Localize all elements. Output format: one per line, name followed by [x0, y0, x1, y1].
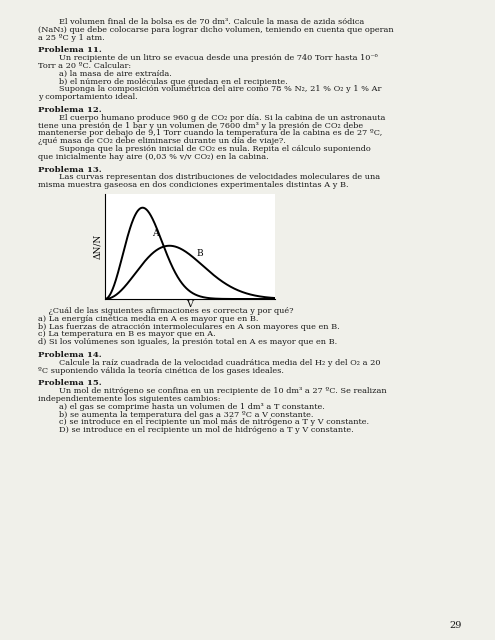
Text: a) el gas se comprime hasta un volumen de 1 dm³ a T constante.: a) el gas se comprime hasta un volumen d…: [38, 403, 325, 411]
Text: Problema 11.: Problema 11.: [38, 46, 102, 54]
Text: Suponga que la presión inicial de CO₂ es nula. Repita el cálculo suponiendo: Suponga que la presión inicial de CO₂ es…: [38, 145, 371, 153]
Text: Problema 14.: Problema 14.: [38, 351, 102, 359]
Text: tiene una presión de 1 bar y un volumen de 7600 dm³ y la presión de CO₂ debe: tiene una presión de 1 bar y un volumen …: [38, 122, 363, 129]
Text: b) el número de moléculas que quedan en el recipiente.: b) el número de moléculas que quedan en …: [38, 77, 288, 86]
Text: y comportamiento ideal.: y comportamiento ideal.: [38, 93, 138, 101]
Text: (NaN₃) que debe colocarse para lograr dicho volumen, teniendo en cuenta que oper: (NaN₃) que debe colocarse para lograr di…: [38, 26, 394, 34]
Text: ¿Cuál de las siguientes afirmaciones es correcta y por qué?: ¿Cuál de las siguientes afirmaciones es …: [38, 307, 294, 315]
Text: Un recipiente de un litro se evacua desde una presión de 740 Torr hasta 10⁻⁶: Un recipiente de un litro se evacua desd…: [38, 54, 378, 62]
Text: Problema 12.: Problema 12.: [38, 106, 102, 114]
Text: El cuerpo humano produce 960 g de CO₂ por día. Si la cabina de un astronauta: El cuerpo humano produce 960 g de CO₂ po…: [38, 114, 386, 122]
Text: que inicialmente hay aire (0,03 % v/v CO₂) en la cabina.: que inicialmente hay aire (0,03 % v/v CO…: [38, 153, 269, 161]
Text: c) se introduce en el recipiente un mol más de nitrógeno a T y V constante.: c) se introduce en el recipiente un mol …: [38, 419, 369, 426]
Text: Problema 13.: Problema 13.: [38, 166, 102, 173]
Text: B: B: [196, 249, 203, 258]
Text: Suponga la composición volumétrica del aire como 78 % N₂, 21 % O₂ y 1 % Ar: Suponga la composición volumétrica del a…: [38, 85, 381, 93]
Text: a 25 ºC y 1 atm.: a 25 ºC y 1 atm.: [38, 33, 105, 42]
Text: b) Las fuerzas de atracción intermoleculares en A son mayores que en B.: b) Las fuerzas de atracción intermolecul…: [38, 323, 340, 331]
X-axis label: V: V: [187, 300, 194, 309]
Text: D) se introduce en el recipiente un mol de hidrógeno a T y V constante.: D) se introduce en el recipiente un mol …: [38, 426, 354, 434]
Y-axis label: ΔN/N: ΔN/N: [93, 234, 102, 259]
Text: a) La energía cinética media en A es mayor que en B.: a) La energía cinética media en A es may…: [38, 315, 258, 323]
Text: a) la masa de aire extraída.: a) la masa de aire extraída.: [38, 70, 172, 78]
Text: c) La temperatura en B es mayor que en A.: c) La temperatura en B es mayor que en A…: [38, 330, 216, 339]
Text: ºC suponiendo válida la teoría cinética de los gases ideales.: ºC suponiendo válida la teoría cinética …: [38, 367, 284, 374]
Text: 29: 29: [449, 621, 462, 630]
Text: b) se aumenta la temperatura del gas a 327 ºC a V constante.: b) se aumenta la temperatura del gas a 3…: [38, 411, 313, 419]
Text: misma muestra gaseosa en dos condiciones experimentales distintas A y B.: misma muestra gaseosa en dos condiciones…: [38, 181, 348, 189]
Text: Problema 15.: Problema 15.: [38, 380, 102, 387]
Text: d) Si los volúmenes son iguales, la presión total en A es mayor que en B.: d) Si los volúmenes son iguales, la pres…: [38, 338, 337, 346]
Text: ¿qué masa de CO₂ debe eliminarse durante un día de viaje?.: ¿qué masa de CO₂ debe eliminarse durante…: [38, 137, 286, 145]
Text: El volumen final de la bolsa es de 70 dm³. Calcule la masa de azida sódica: El volumen final de la bolsa es de 70 dm…: [38, 18, 364, 26]
Text: independientemente los siguientes cambios:: independientemente los siguientes cambio…: [38, 395, 220, 403]
Text: Un mol de nitrógeno se confina en un recipiente de 10 dm³ a 27 ºC. Se realizan: Un mol de nitrógeno se confina en un rec…: [38, 387, 387, 395]
Text: Las curvas representan dos distribuciones de velocidades moleculares de una: Las curvas representan dos distribucione…: [38, 173, 380, 181]
Text: A: A: [152, 229, 159, 238]
Text: Torr a 20 ºC. Calcular:: Torr a 20 ºC. Calcular:: [38, 62, 131, 70]
Text: Calcule la raíz cuadrada de la velocidad cuadrática media del H₂ y del O₂ a 20: Calcule la raíz cuadrada de la velocidad…: [38, 359, 381, 367]
Text: mantenerse por debajo de 9,1 Torr cuando la temperatura de la cabina es de 27 ºC: mantenerse por debajo de 9,1 Torr cuando…: [38, 129, 382, 138]
